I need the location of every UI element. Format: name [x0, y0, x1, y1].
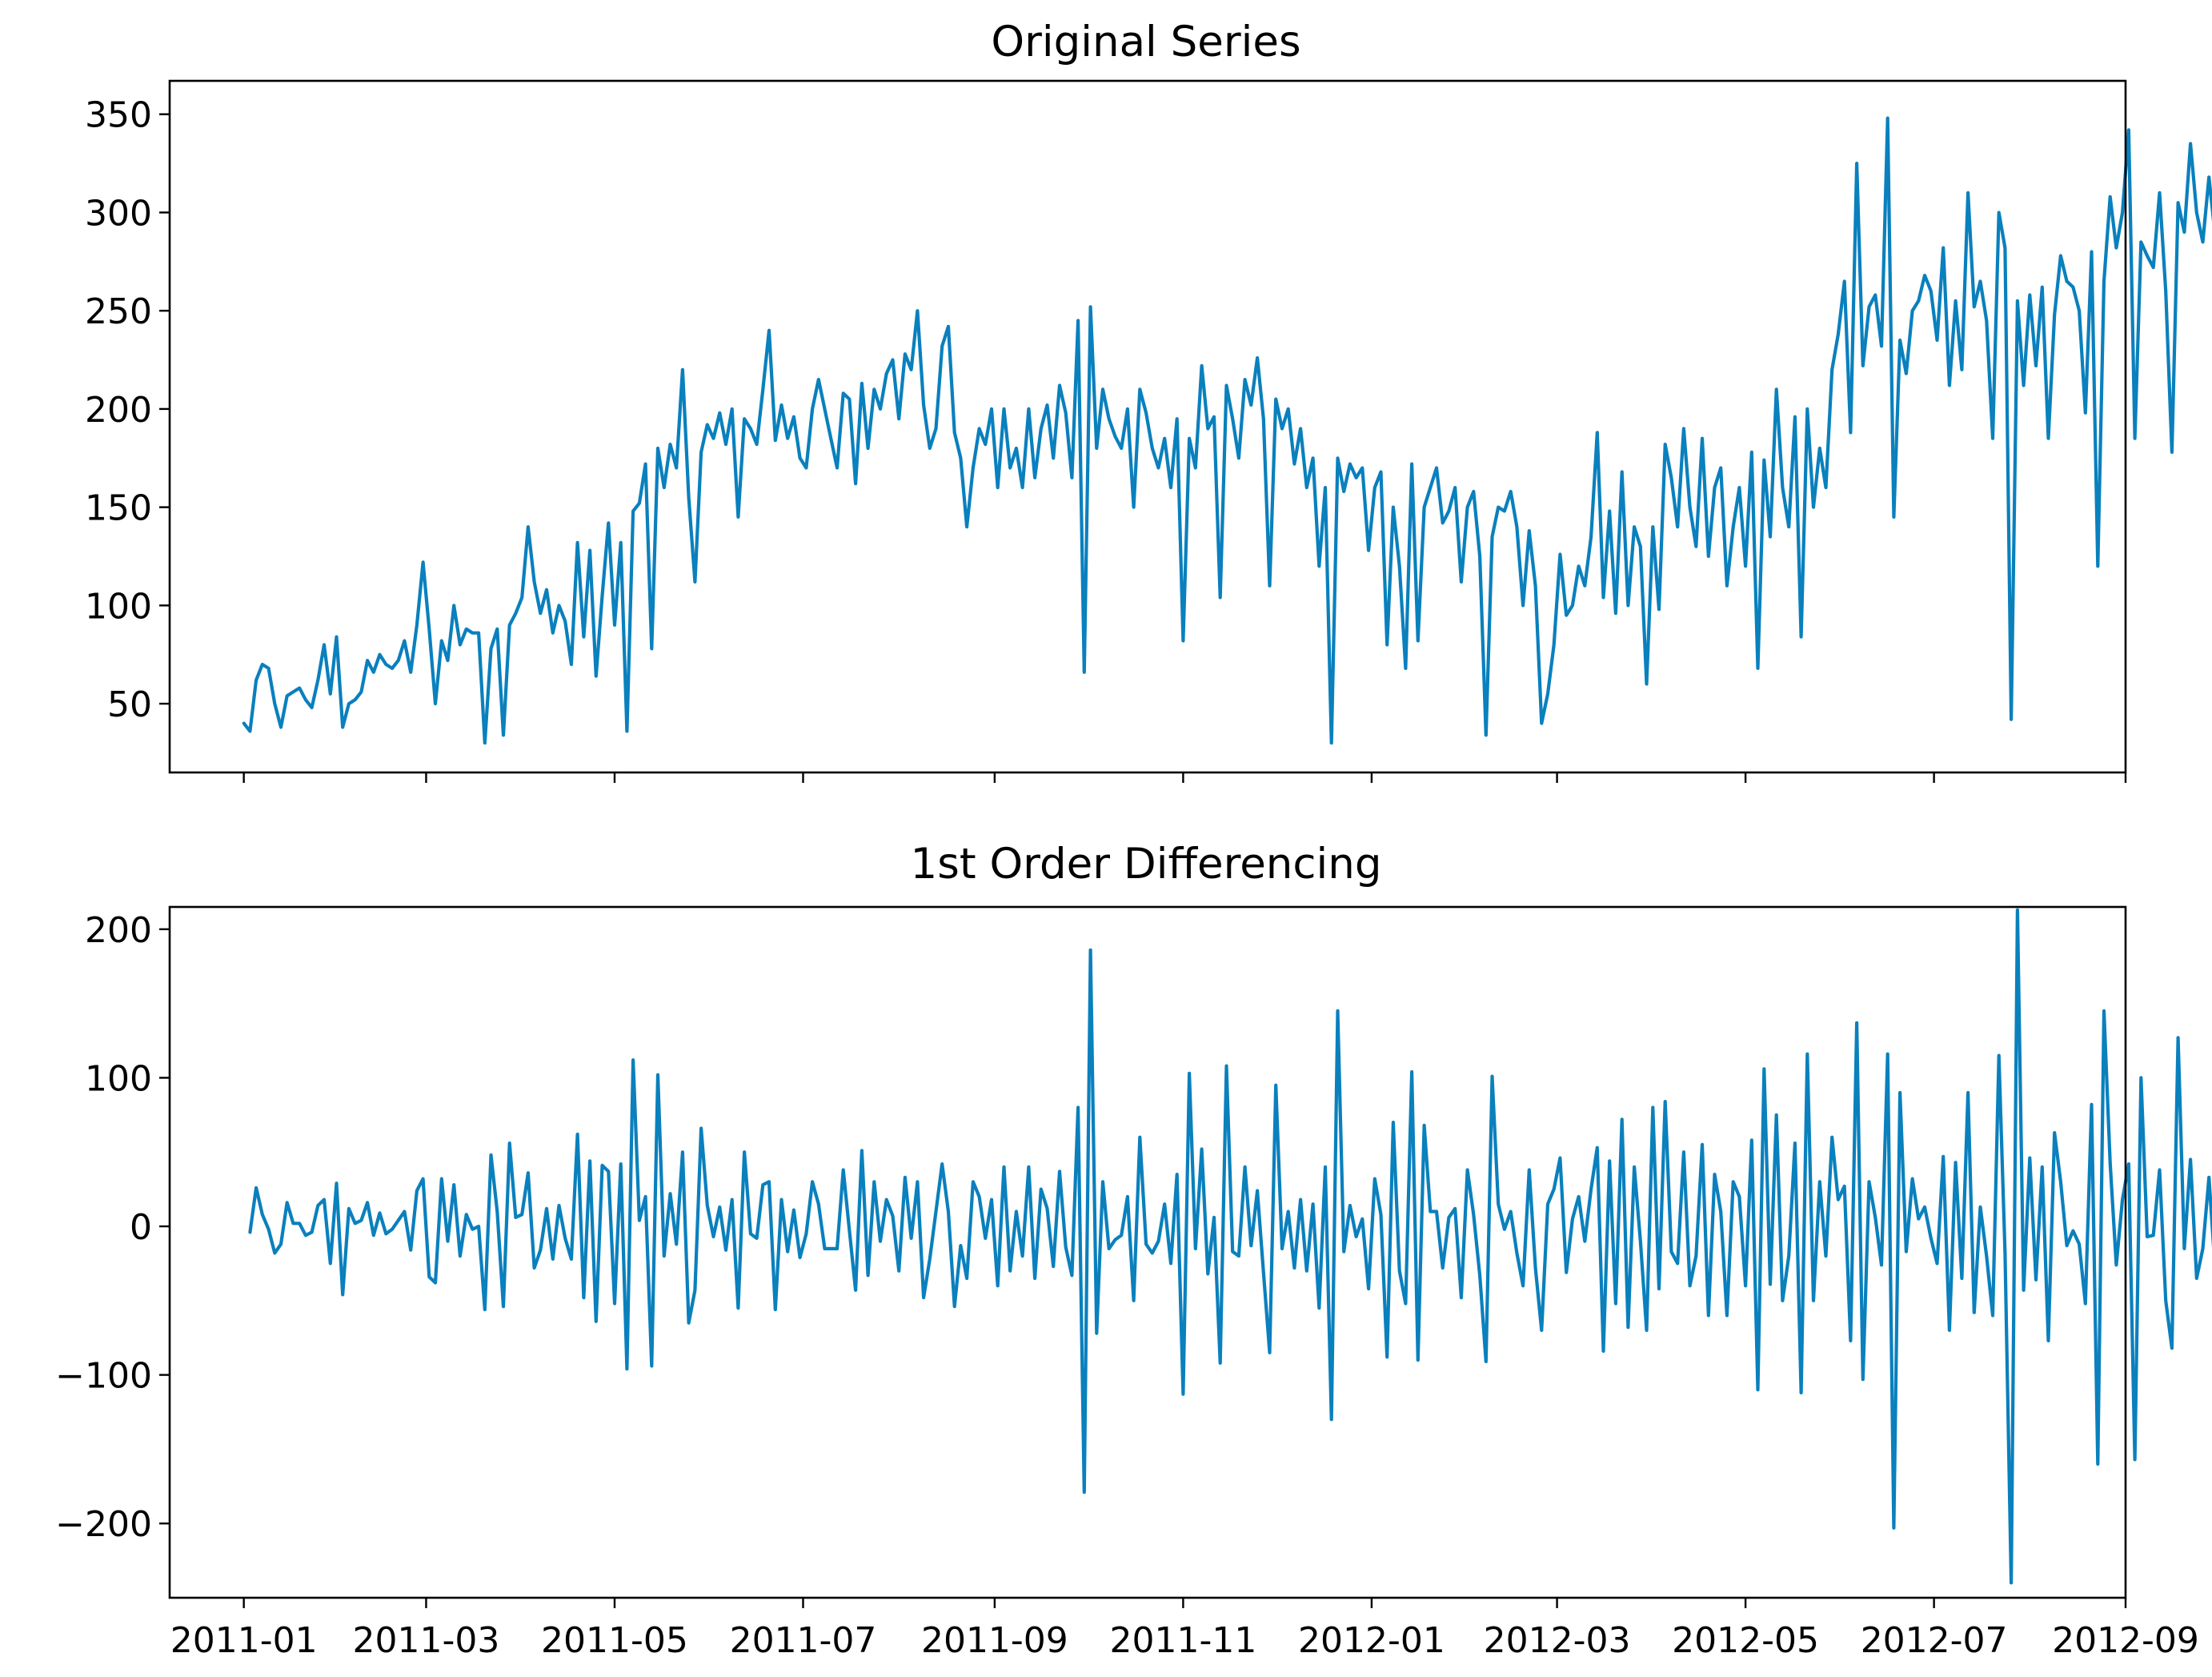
y-tick-label: 200	[85, 910, 152, 951]
y-tick-label: 0	[130, 1207, 152, 1248]
y-tick-label: 100	[85, 586, 152, 627]
y-tick-label: 150	[85, 488, 152, 529]
x-tick-label: 2011-03	[353, 1620, 500, 1661]
x-tick-label: 2011-09	[921, 1620, 1068, 1661]
y-tick-label: 250	[85, 291, 152, 332]
original-series-axes-frame	[168, 79, 2127, 774]
differencing-title: 1st Order Differencing	[910, 840, 1381, 889]
x-tick-label: 2012-05	[1672, 1620, 1819, 1661]
y-tick-label: 350	[85, 95, 152, 136]
y-tick-label: 100	[85, 1058, 152, 1099]
original-series-line	[242, 116, 2212, 745]
original-series-panel: Original Series 50 100 150 200 250 300 350	[85, 18, 2212, 783]
x-tick-label: 2011-05	[541, 1620, 688, 1661]
differencing-axes-frame	[168, 905, 2127, 1599]
original-series-title: Original Series	[991, 18, 1300, 66]
differencing-y-axis: −200 −100 0 100 200	[55, 910, 170, 1545]
x-tick-label: 2012-03	[1484, 1620, 1631, 1661]
x-tick-label: 2011-01	[170, 1620, 318, 1661]
original-series-x-axis	[242, 772, 2127, 783]
x-tick-label: 2012-09	[2052, 1620, 2199, 1661]
x-tick-label: 2011-11	[1109, 1620, 1256, 1661]
original-series-y-axis: 50 100 150 200 250 300 350	[85, 95, 170, 725]
x-tick-label: 2012-07	[1861, 1620, 2008, 1661]
y-tick-label: 200	[85, 390, 152, 431]
x-tick-label: 2011-07	[730, 1620, 877, 1661]
x-tick-label: 2012-01	[1298, 1620, 1445, 1661]
y-tick-label: 50	[107, 684, 152, 725]
differencing-panel: 1st Order Differencing −200 −100 0 100 200 2…	[55, 840, 2212, 1661]
differencing-x-axis: 2011-01 2011-03 2011-05 2011-07 2011-09 2011-…	[170, 1598, 2199, 1661]
y-tick-label: −200	[55, 1504, 152, 1545]
y-tick-label: 300	[85, 193, 152, 234]
differencing-line	[248, 908, 2212, 1585]
y-tick-label: −100	[55, 1356, 152, 1397]
